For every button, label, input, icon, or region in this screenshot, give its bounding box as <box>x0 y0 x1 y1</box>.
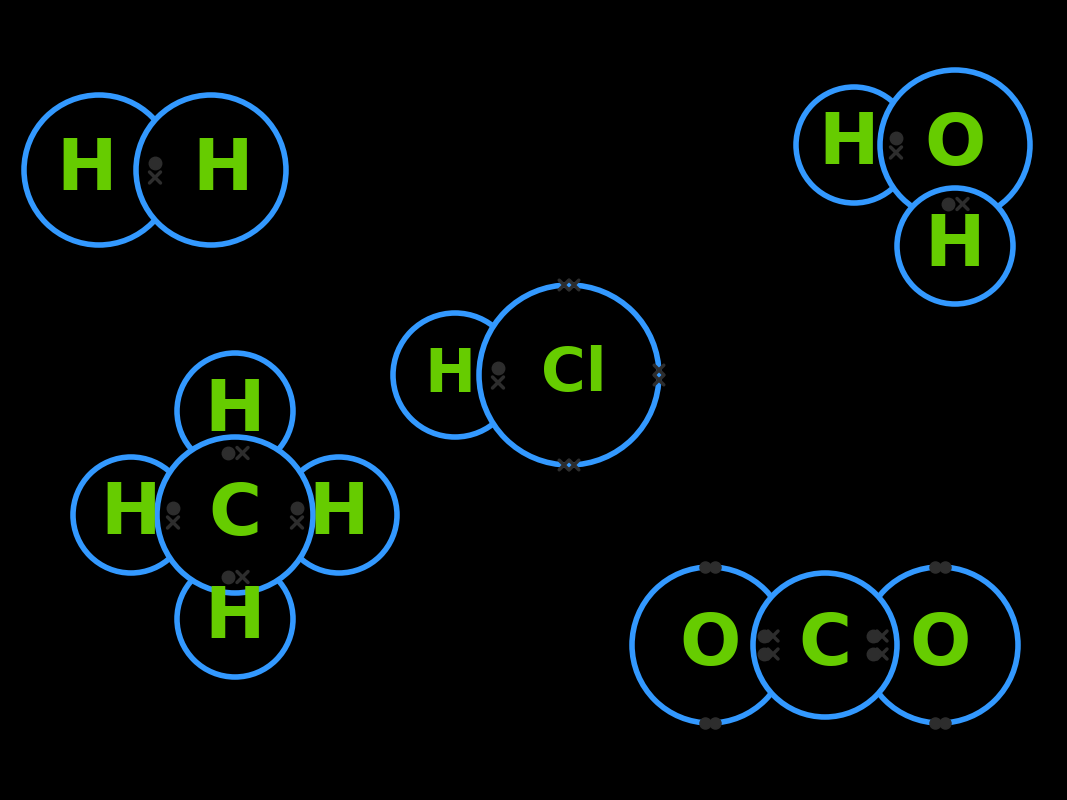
Circle shape <box>897 188 1013 304</box>
Text: H: H <box>57 135 117 205</box>
Circle shape <box>796 87 912 203</box>
Text: O: O <box>909 610 971 679</box>
Text: H: H <box>205 585 266 654</box>
Circle shape <box>23 95 174 245</box>
Circle shape <box>862 567 1018 723</box>
Text: H: H <box>818 110 879 179</box>
Circle shape <box>136 95 286 245</box>
Text: O: O <box>924 110 986 179</box>
Circle shape <box>632 567 789 723</box>
Text: H: H <box>205 377 266 446</box>
Text: H: H <box>193 135 253 205</box>
Circle shape <box>177 561 293 677</box>
Circle shape <box>177 353 293 469</box>
Circle shape <box>753 573 897 717</box>
Text: H: H <box>100 481 161 550</box>
Text: O: O <box>680 610 740 679</box>
Text: Cl: Cl <box>541 346 607 405</box>
Circle shape <box>393 313 517 437</box>
Circle shape <box>281 457 397 573</box>
Text: H: H <box>425 346 476 405</box>
Circle shape <box>73 457 189 573</box>
Text: C: C <box>798 610 851 679</box>
Circle shape <box>880 70 1030 220</box>
Text: H: H <box>925 211 985 281</box>
Circle shape <box>157 437 313 593</box>
Text: C: C <box>208 481 261 550</box>
Circle shape <box>479 285 659 465</box>
Text: H: H <box>308 481 369 550</box>
